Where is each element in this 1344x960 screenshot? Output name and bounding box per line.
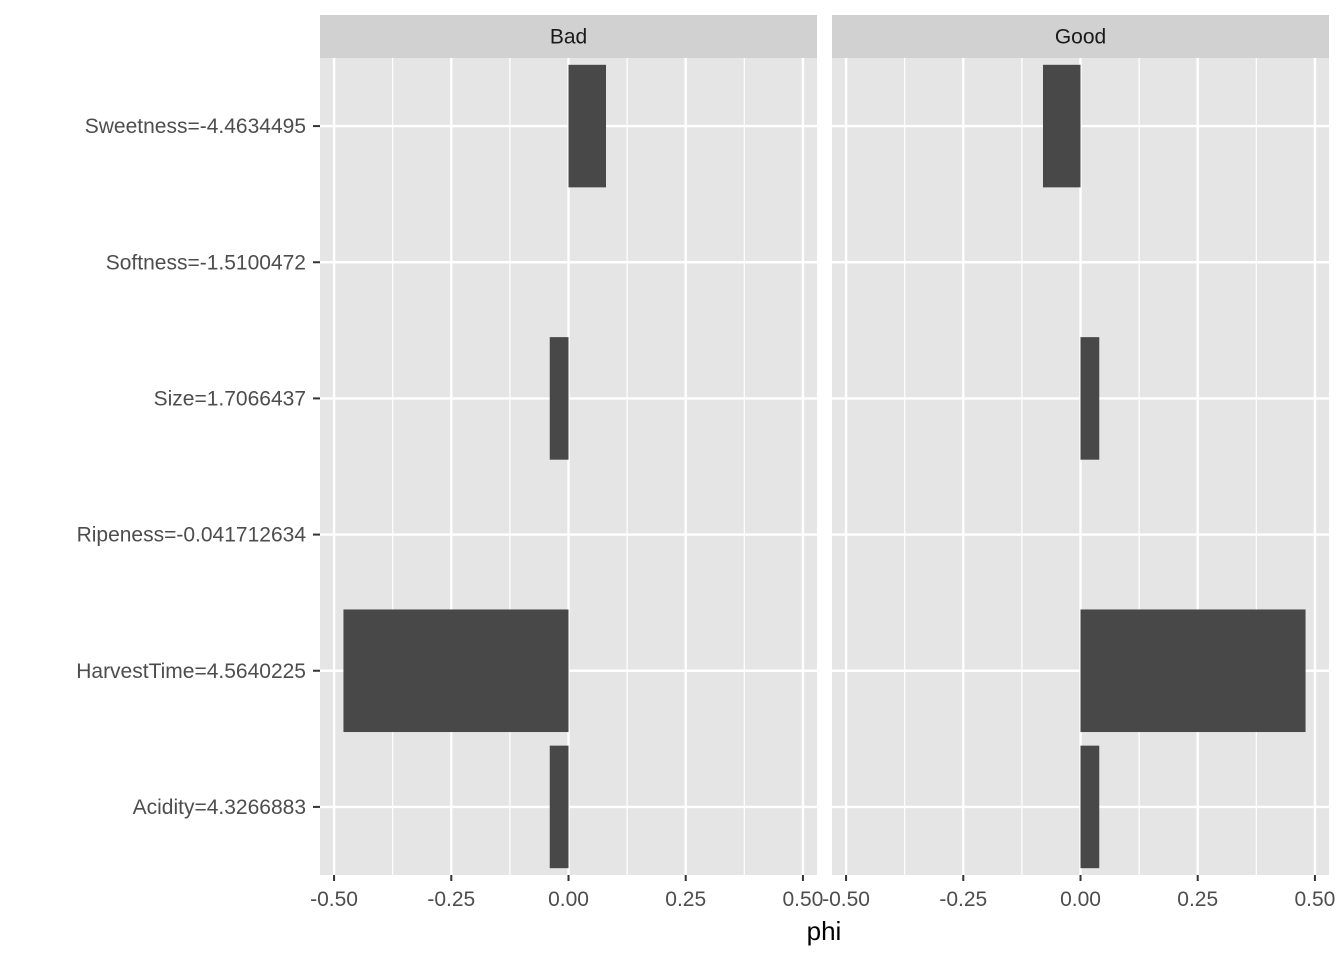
x-axis-title: phi <box>807 916 842 946</box>
x-tick-label: 0.50 <box>782 888 823 911</box>
x-tick-label: -0.25 <box>939 888 987 911</box>
bar <box>1080 337 1100 460</box>
y-axis: Sweetness=-4.4634495 Softness=-1.5100472 S… <box>76 115 320 819</box>
y-tick-label: Sweetness=-4.4634495 <box>85 115 306 138</box>
x-tick-label: 0.00 <box>1060 888 1101 911</box>
panel-strip-label: Bad <box>550 26 587 49</box>
bar <box>1042 64 1081 188</box>
y-tick-label: Acidity=4.3266883 <box>133 796 306 819</box>
x-tick-label: 0.50 <box>1294 888 1335 911</box>
bar <box>549 337 569 460</box>
y-tick-label: Ripeness=-0.041712634 <box>77 524 307 547</box>
y-tick-label: HarvestTime=4.5640225 <box>76 660 306 683</box>
panel-good: Good -0.50 -0.25 0.00 0.25 0.50 <box>822 15 1335 911</box>
bar <box>1080 609 1306 733</box>
bar <box>568 64 607 188</box>
bar <box>1080 745 1100 869</box>
x-tick-label: -0.50 <box>822 888 870 911</box>
x-tick-label: -0.50 <box>310 888 358 911</box>
x-tick-label: 0.00 <box>548 888 589 911</box>
bar <box>343 609 569 733</box>
x-tick-label: 0.25 <box>1177 888 1218 911</box>
panel-bad: Bad -0.50 -0.25 0.00 0.25 0.50 <box>310 15 823 911</box>
panel-strip <box>320 15 817 58</box>
panel-strip-label: Good <box>1055 26 1106 49</box>
panel-strip <box>832 15 1329 58</box>
y-tick-label: Softness=-1.5100472 <box>106 251 306 274</box>
y-tick-label: Size=1.7066437 <box>154 387 306 410</box>
x-tick-label: -0.25 <box>427 888 475 911</box>
bar <box>549 745 569 869</box>
panels-layer: Bad -0.50 -0.25 0.00 0.25 0.50 Good -0.50 -0.25 0… <box>310 15 1335 911</box>
x-tick-label: 0.25 <box>665 888 706 911</box>
